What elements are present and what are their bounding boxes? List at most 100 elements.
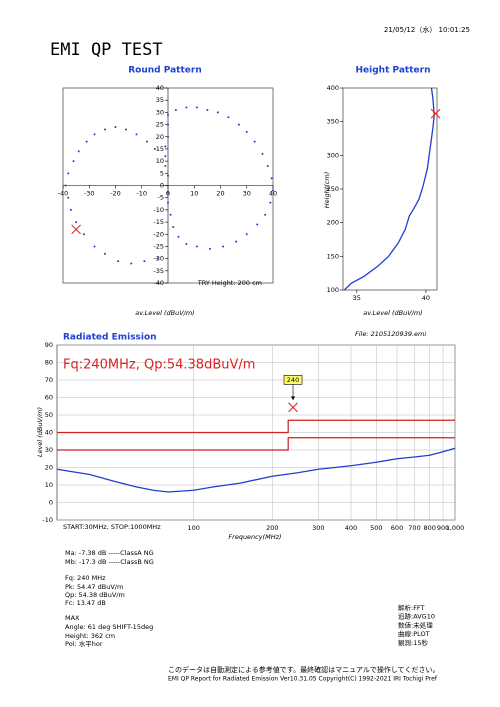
x-tick-label: 300 [312,524,324,532]
chart-title: Height Pattern [356,66,431,76]
y-tick-label: 35 [156,96,164,104]
setting-note: 観測:15秒 [398,638,428,647]
x-tick-label: 500 [370,524,382,532]
x-tick-label: 30 [243,190,251,198]
marker-flag-label: 240 [287,376,299,384]
result-note: Pol: 水平hor [65,639,103,648]
x-tick-label: 35 [353,294,361,302]
y-tick-label: -30 [153,255,164,263]
x-axis-label: Frequency(MHz) [228,533,281,541]
data-point [169,213,172,216]
data-point [167,123,169,126]
data-point [143,260,146,263]
y-tick-label: 10 [45,481,53,489]
data-point [167,201,169,204]
x-tick-label: 40 [422,294,430,302]
y-tick-label: 250 [327,185,339,193]
setting-note: 解析:FFT [398,603,425,612]
data-point [167,191,169,194]
x-tick-label: 200 [266,524,278,532]
data-point [256,223,259,226]
x-tick-label: 800 [423,524,435,532]
report-date: 21/05/12（水） 10:01:25 [384,25,470,34]
y-tick-label: 20 [156,133,164,141]
y-axis-label: Level (dBuV/m) [36,407,44,457]
result-note: Fc: 13.47 dB [65,599,106,607]
chart-title: Round Pattern [128,66,202,76]
peak-marker [430,108,441,119]
x-tick-label: 600 [391,524,403,532]
y-tick-label: 10 [156,157,164,165]
data-point [64,184,67,187]
data-point [146,140,148,143]
peak-marker [71,224,81,235]
footer-text: EMI QP Report for Radiated Emission Ver1… [168,676,438,683]
data-point [164,165,167,167]
annotation: TRY Height: 200 cm [197,279,262,287]
result-note: Height: 362 cm [65,632,115,640]
marker-stroke [430,108,441,119]
y-tick-label: 0 [49,499,53,507]
x-tick-label: 400 [345,524,357,532]
x-tick-label: -10 [136,190,147,198]
y-axis-label: Height(cm) [323,172,331,208]
annotation: File: 2105120939.emi [355,330,426,338]
data-point [206,108,209,111]
y-tick-label: 40 [156,84,164,92]
data-point [167,135,169,138]
y-tick-label: -10 [42,516,53,524]
data-point [93,133,96,136]
y-tick-label: 50 [45,411,53,419]
data-point [153,147,156,150]
x-tick-label: 1,000 [446,524,465,532]
result-note: Mb: -17.3 dB -----ClassB NG [65,558,154,566]
data-point [67,196,70,199]
data-point [195,245,198,248]
y-tick-label: 100 [327,286,339,294]
y-tick-label: -25 [153,242,164,250]
series-line [57,437,455,451]
setting-note: 曲線:PLOT [398,629,430,638]
annotation: START:30MHz, STOP:1000MHz [63,523,161,531]
data-point [130,262,133,265]
y-tick-label: -15 [153,218,164,226]
y-tick-label: 25 [156,121,164,129]
y-tick-label: 80 [45,359,53,367]
y-tick-label: 60 [45,394,53,402]
chart-title: Radiated Emission [63,333,157,343]
data-point [185,243,188,245]
data-point [114,126,117,128]
data-point [77,150,80,153]
data-point [156,257,159,260]
marker-stroke [288,402,298,413]
y-tick-label: -35 [153,267,164,275]
data-point [245,233,248,236]
y-tick-label: 40 [45,429,53,437]
y-tick-label: 70 [45,376,53,384]
data-point [72,160,75,163]
data-point [93,245,96,248]
data-point [164,155,167,158]
y-tick-label: 400 [327,84,339,92]
data-point [245,130,248,133]
data-point [167,113,169,116]
data-point [67,172,70,175]
report-title: EMI QP TEST [50,40,163,60]
data-point [164,145,167,148]
x-tick-label: 100 [187,524,199,532]
y-tick-label: -20 [153,230,164,238]
data-point [237,123,240,126]
data-point [104,252,106,255]
data-point [270,177,273,180]
result-note: MAX [65,614,80,622]
y-tick-label: 20 [45,464,53,472]
data-point [85,140,88,143]
footer-text: このデータは自動測定による参考値です。最終確認はマニュアルで操作してください。 [168,665,439,674]
data-point [117,260,120,263]
data-point [185,106,188,109]
y-tick-label: -40 [153,279,164,287]
y-tick-label: 350 [327,118,339,126]
data-point [125,128,127,131]
